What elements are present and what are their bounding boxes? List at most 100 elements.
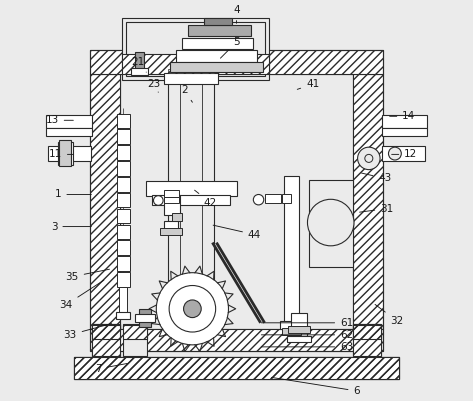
Bar xyxy=(140,309,151,327)
Bar xyxy=(117,130,130,144)
Text: 41: 41 xyxy=(297,79,319,89)
Bar xyxy=(280,321,303,329)
Bar xyxy=(170,62,263,72)
Bar xyxy=(90,74,120,329)
Bar xyxy=(90,329,383,351)
Bar xyxy=(382,146,425,161)
Text: 7: 7 xyxy=(95,363,128,374)
Bar xyxy=(92,325,120,339)
Bar xyxy=(116,312,130,319)
Circle shape xyxy=(388,147,401,160)
Text: 33: 33 xyxy=(63,324,112,340)
Bar xyxy=(74,357,399,379)
Text: 62: 62 xyxy=(262,330,353,340)
Bar xyxy=(119,287,127,313)
Text: 32: 32 xyxy=(375,304,403,326)
Text: 2: 2 xyxy=(181,85,193,102)
Bar xyxy=(164,197,179,203)
Bar xyxy=(126,22,264,76)
Circle shape xyxy=(184,300,201,318)
Bar xyxy=(183,38,253,49)
Text: 21: 21 xyxy=(131,57,146,72)
Text: 11: 11 xyxy=(49,150,73,159)
Bar xyxy=(117,225,130,239)
Bar xyxy=(382,115,427,128)
Bar xyxy=(353,74,383,329)
Bar xyxy=(164,190,179,197)
Bar xyxy=(117,193,130,207)
Bar xyxy=(164,73,219,84)
Circle shape xyxy=(254,194,264,205)
Bar xyxy=(92,324,120,356)
Bar xyxy=(353,324,381,356)
Bar xyxy=(282,194,290,203)
Bar xyxy=(353,74,383,329)
Bar xyxy=(92,325,120,339)
Bar xyxy=(290,313,307,339)
Bar xyxy=(164,195,180,215)
Bar xyxy=(382,128,427,136)
Bar xyxy=(117,177,130,192)
Bar xyxy=(117,256,130,271)
Bar xyxy=(46,115,92,128)
Bar xyxy=(168,69,214,73)
Bar xyxy=(123,324,148,356)
Bar xyxy=(282,328,301,335)
Circle shape xyxy=(169,286,216,332)
Bar xyxy=(123,325,148,339)
Bar xyxy=(117,241,130,255)
Text: 12: 12 xyxy=(392,150,418,159)
Bar xyxy=(353,324,381,356)
Bar xyxy=(46,128,92,136)
Bar xyxy=(188,25,251,36)
Text: 23: 23 xyxy=(148,79,161,92)
Bar xyxy=(74,357,399,379)
Text: 34: 34 xyxy=(60,280,104,310)
Bar xyxy=(117,113,130,128)
Bar xyxy=(48,146,91,161)
Bar xyxy=(353,325,381,339)
Bar xyxy=(288,326,310,333)
Bar xyxy=(168,74,214,301)
Bar xyxy=(309,180,353,267)
Text: 4: 4 xyxy=(233,5,240,23)
Bar xyxy=(59,140,71,166)
Bar xyxy=(135,314,155,322)
Bar xyxy=(172,213,183,221)
Bar xyxy=(131,68,148,75)
Bar xyxy=(122,18,269,80)
Bar xyxy=(122,54,269,74)
Bar xyxy=(176,50,256,62)
Bar xyxy=(117,145,130,160)
Bar xyxy=(152,195,230,205)
Bar xyxy=(92,324,120,356)
Text: 5: 5 xyxy=(220,37,240,58)
Text: 6: 6 xyxy=(272,377,360,396)
Bar xyxy=(204,18,233,25)
Text: 14: 14 xyxy=(390,111,416,121)
Bar xyxy=(120,74,353,329)
Circle shape xyxy=(365,154,373,162)
Text: 61: 61 xyxy=(262,318,353,328)
Bar xyxy=(287,336,312,342)
Bar xyxy=(123,325,148,339)
Bar xyxy=(353,325,381,339)
Bar xyxy=(122,54,269,74)
Bar xyxy=(160,228,183,235)
Text: 63: 63 xyxy=(262,342,353,352)
Circle shape xyxy=(358,147,380,170)
Text: 13: 13 xyxy=(45,115,73,125)
Text: 31: 31 xyxy=(359,204,394,213)
Bar xyxy=(58,142,73,165)
Bar xyxy=(74,357,399,379)
Text: 43: 43 xyxy=(361,173,392,183)
Circle shape xyxy=(156,273,228,345)
Circle shape xyxy=(307,199,354,246)
Bar xyxy=(74,357,399,379)
Text: 44: 44 xyxy=(213,225,261,239)
Bar xyxy=(284,176,299,325)
Text: 35: 35 xyxy=(65,269,109,282)
Bar xyxy=(92,324,120,356)
Circle shape xyxy=(154,196,163,205)
Bar xyxy=(117,272,130,287)
